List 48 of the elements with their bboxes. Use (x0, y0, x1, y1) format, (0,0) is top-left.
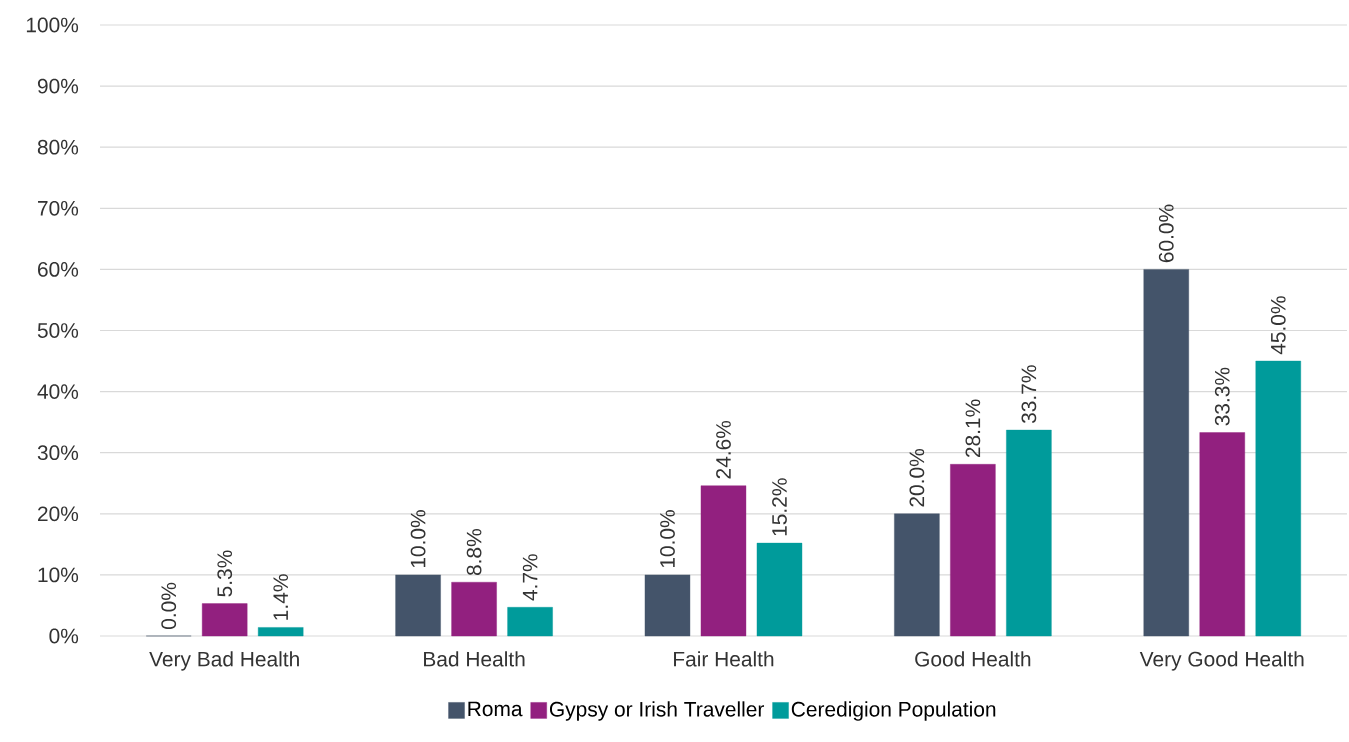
legend-label: Gypsy or Irish Traveller (549, 701, 765, 721)
y-tick-label: 80% (37, 139, 79, 155)
bar (395, 574, 441, 637)
data-label: 20.0% (909, 449, 925, 507)
legend-label: Roma (468, 701, 523, 717)
y-tick-label: 30% (37, 445, 79, 461)
y-tick-label: 40% (37, 384, 79, 399)
data-label: 1.4% (273, 574, 289, 620)
y-tick-label: 50% (37, 323, 79, 338)
data-label: 15.2% (772, 478, 787, 536)
x-tick-label: Good Health (915, 651, 1031, 667)
data-label: 10.0% (410, 510, 426, 568)
legend-label: Ceredigion Population (791, 701, 996, 721)
y-tick-label: 0% (49, 628, 79, 644)
y-tick-label: 70% (38, 200, 79, 216)
data-label: 33.3% (1214, 367, 1230, 426)
x-tick-label: Fair Health (674, 651, 774, 667)
data-label: 45.0% (1270, 296, 1286, 355)
y-tick-label: 100% (26, 17, 79, 33)
bar (1199, 432, 1245, 637)
data-label: 33.7% (1021, 365, 1037, 424)
y-tick-label: 90% (37, 78, 79, 94)
bar (507, 607, 553, 637)
bar (644, 574, 691, 637)
bar (1143, 269, 1189, 637)
data-label: 24.6% (716, 420, 731, 479)
x-tick-label: Very Good Health (1139, 651, 1304, 671)
data-label: 0.0% (161, 582, 177, 629)
bar (756, 542, 803, 637)
bar (258, 627, 304, 637)
data-label: 5.3% (217, 550, 233, 597)
x-tick-label: Very Bad Health (149, 651, 299, 671)
bar (700, 485, 747, 637)
bar (1255, 360, 1301, 637)
y-tick-label: 60% (38, 261, 79, 277)
data-label: 28.1% (965, 399, 981, 458)
bar (451, 582, 497, 637)
bar (894, 513, 940, 637)
y-tick-label: 10% (38, 567, 79, 583)
x-tick-label: Bad Health (424, 651, 525, 667)
data-label: 60.0% (1158, 204, 1174, 263)
data-label: 4.7% (522, 554, 538, 601)
data-label: 8.8% (466, 529, 482, 576)
y-tick-label: 20% (38, 506, 79, 522)
bar (202, 603, 248, 637)
bar (1006, 429, 1052, 637)
bar (950, 464, 996, 637)
data-label: 10.0% (660, 510, 675, 568)
